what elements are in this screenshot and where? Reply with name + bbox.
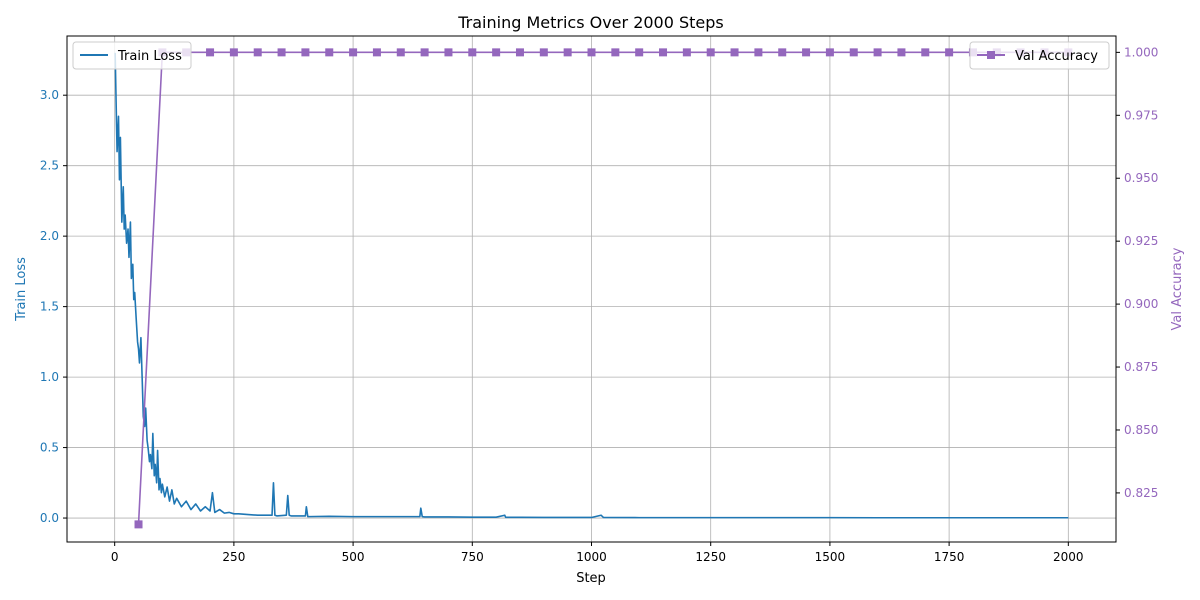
x-tick-label: 1500	[815, 550, 846, 564]
x-axis-ticks: 0 250 500 750 1000 1250 1500 1750 2000	[111, 542, 1084, 564]
val-accuracy-point	[396, 48, 405, 57]
legend-label-val-accuracy: Val Accuracy	[1015, 49, 1098, 64]
legend-train-loss: Train Loss	[72, 41, 192, 70]
left-y-tick-label: 2.0	[40, 229, 59, 243]
val-accuracy-point	[611, 48, 620, 57]
left-y-tick-label: 0.0	[40, 511, 59, 525]
right-y-tick-label: 0.925	[1124, 234, 1158, 248]
val-accuracy-point	[372, 48, 381, 57]
val-accuracy-point	[325, 48, 334, 57]
right-y-tick-label: 0.825	[1124, 486, 1158, 500]
x-tick-label: 2000	[1053, 550, 1084, 564]
val-accuracy-point	[849, 48, 858, 57]
val-accuracy-point	[635, 48, 644, 57]
left-y-tick-label: 1.5	[40, 300, 59, 314]
x-tick-label: 500	[342, 550, 365, 564]
val-accuracy-point	[444, 48, 453, 57]
val-accuracy-point	[778, 48, 787, 57]
val-accuracy-point	[134, 520, 143, 529]
chart-title: Training Metrics Over 2000 Steps	[457, 13, 724, 32]
series-line-train-loss	[114, 52, 1069, 519]
x-axis-label: Step	[576, 571, 606, 586]
val-accuracy-point	[682, 48, 691, 57]
val-accuracy-point	[706, 48, 715, 57]
val-accuracy-point	[277, 48, 286, 57]
val-accuracy-point	[515, 48, 524, 57]
val-accuracy-point	[539, 48, 548, 57]
val-accuracy-point	[802, 48, 811, 57]
val-accuracy-point	[253, 48, 262, 57]
right-y-tick-label: 0.975	[1124, 108, 1158, 122]
x-tick-label: 1750	[934, 550, 965, 564]
legend-label-train-loss: Train Loss	[117, 49, 182, 64]
legend-val-accuracy: Val Accuracy	[969, 41, 1110, 70]
legend-box	[969, 41, 1110, 70]
val-accuracy-point	[730, 48, 739, 57]
val-accuracy-point	[587, 48, 596, 57]
left-y-tick-label: 0.5	[40, 441, 59, 455]
val-accuracy-point	[229, 48, 238, 57]
val-accuracy-point	[349, 48, 358, 57]
series-line-val-accuracy	[137, 51, 1069, 525]
x-tick-label: 1000	[576, 550, 607, 564]
left-y-tick-label: 1.0	[40, 370, 59, 384]
val-accuracy-point	[206, 48, 215, 57]
val-accuracy-point	[897, 48, 906, 57]
right-y-tick-label: 0.875	[1124, 360, 1158, 374]
val-accuracy-point	[945, 48, 954, 57]
right-y-tick-label: 0.950	[1124, 171, 1158, 185]
left-y-tick-label: 2.5	[40, 159, 59, 173]
val-accuracy-point	[754, 48, 763, 57]
val-accuracy-point	[659, 48, 668, 57]
val-accuracy-point	[921, 48, 930, 57]
left-y-tick-label: 3.0	[40, 88, 59, 102]
val-accuracy-point	[301, 48, 310, 57]
val-accuracy-point	[563, 48, 572, 57]
x-tick-label: 750	[461, 550, 484, 564]
right-y-axis-label: Val Accuracy	[1170, 247, 1185, 330]
left-y-axis-label: Train Loss	[14, 257, 29, 322]
val-accuracy-point	[420, 48, 429, 57]
right-y-tick-label: 1.000	[1124, 45, 1158, 59]
val-accuracy-point	[825, 48, 834, 57]
val-accuracy-point	[468, 48, 477, 57]
x-tick-label: 250	[222, 550, 245, 564]
x-tick-label: 0	[111, 550, 119, 564]
right-y-tick-label: 0.900	[1124, 297, 1158, 311]
left-y-axis-ticks: 0.0 0.5 1.0 1.5 2.0 2.5 3.0	[40, 88, 67, 525]
x-tick-label: 1250	[695, 550, 726, 564]
legend-box	[72, 41, 192, 70]
legend-square-marker	[987, 51, 995, 59]
right-y-tick-label: 0.850	[1124, 423, 1158, 437]
val-accuracy-point	[873, 48, 882, 57]
val-accuracy-point	[492, 48, 501, 57]
right-y-axis-ticks: 0.825 0.850 0.875 0.900 0.925 0.950 0.975 1.000	[1116, 45, 1158, 500]
